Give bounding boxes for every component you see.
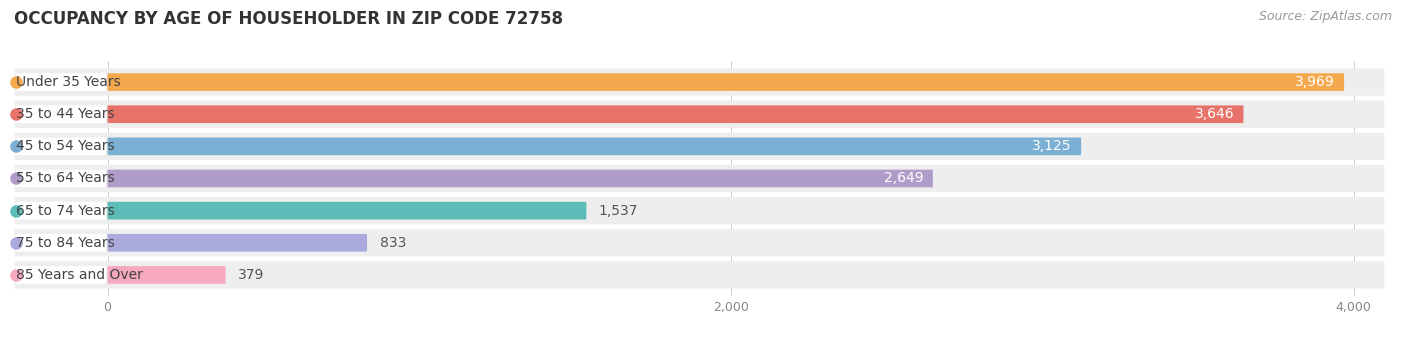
Text: 379: 379 bbox=[238, 268, 264, 282]
Text: 55 to 64 Years: 55 to 64 Years bbox=[15, 171, 114, 186]
FancyBboxPatch shape bbox=[107, 202, 586, 220]
FancyBboxPatch shape bbox=[14, 197, 1385, 224]
Text: OCCUPANCY BY AGE OF HOUSEHOLDER IN ZIP CODE 72758: OCCUPANCY BY AGE OF HOUSEHOLDER IN ZIP C… bbox=[14, 10, 562, 28]
Text: 3,125: 3,125 bbox=[1032, 139, 1071, 153]
Text: 75 to 84 Years: 75 to 84 Years bbox=[15, 236, 114, 250]
Text: 65 to 74 Years: 65 to 74 Years bbox=[15, 204, 114, 218]
FancyBboxPatch shape bbox=[15, 73, 105, 91]
Text: 3,646: 3,646 bbox=[1195, 107, 1234, 121]
FancyBboxPatch shape bbox=[14, 261, 1385, 289]
FancyBboxPatch shape bbox=[107, 234, 367, 252]
Text: 45 to 54 Years: 45 to 54 Years bbox=[15, 139, 114, 153]
Text: 85 Years and Over: 85 Years and Over bbox=[15, 268, 142, 282]
FancyBboxPatch shape bbox=[15, 137, 105, 155]
FancyBboxPatch shape bbox=[15, 202, 105, 220]
FancyBboxPatch shape bbox=[15, 234, 105, 252]
FancyBboxPatch shape bbox=[107, 105, 1243, 123]
Text: 35 to 44 Years: 35 to 44 Years bbox=[15, 107, 114, 121]
FancyBboxPatch shape bbox=[14, 165, 1385, 192]
FancyBboxPatch shape bbox=[15, 266, 105, 284]
Text: 833: 833 bbox=[380, 236, 406, 250]
FancyBboxPatch shape bbox=[14, 229, 1385, 256]
Text: Source: ZipAtlas.com: Source: ZipAtlas.com bbox=[1258, 10, 1392, 23]
FancyBboxPatch shape bbox=[14, 101, 1385, 128]
FancyBboxPatch shape bbox=[14, 68, 1385, 96]
FancyBboxPatch shape bbox=[14, 133, 1385, 160]
FancyBboxPatch shape bbox=[107, 137, 1081, 155]
FancyBboxPatch shape bbox=[107, 266, 225, 284]
FancyBboxPatch shape bbox=[15, 170, 105, 187]
Text: Under 35 Years: Under 35 Years bbox=[15, 75, 121, 89]
Text: 2,649: 2,649 bbox=[884, 171, 924, 186]
FancyBboxPatch shape bbox=[107, 170, 932, 187]
FancyBboxPatch shape bbox=[107, 73, 1344, 91]
Text: 1,537: 1,537 bbox=[599, 204, 638, 218]
FancyBboxPatch shape bbox=[15, 105, 105, 123]
Text: 3,969: 3,969 bbox=[1295, 75, 1334, 89]
